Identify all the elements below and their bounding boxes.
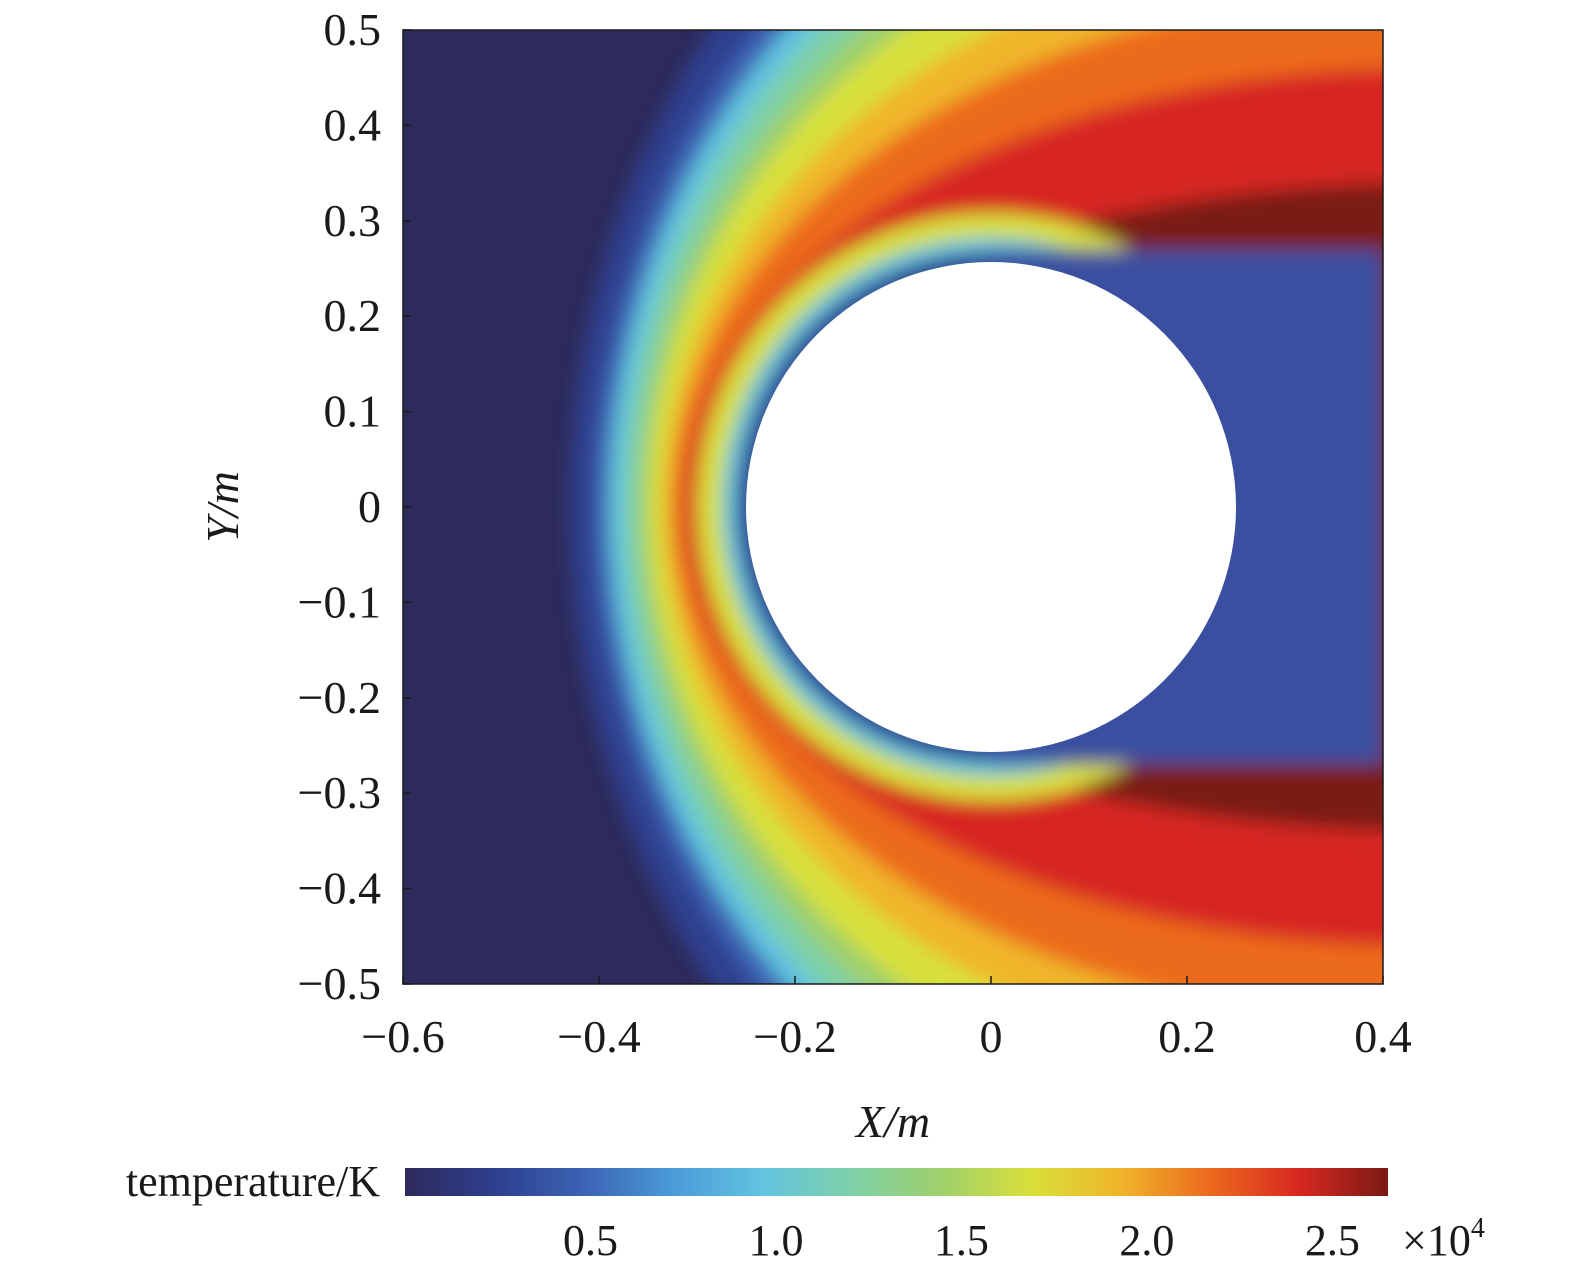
y-tick-label: 0.3 — [324, 195, 382, 246]
y-axis: 0.5 0.4 0.3 0.2 0.1 0 −0.1 −0.2 −0.3 −0.4 −0.5 — [298, 4, 411, 1009]
y-tick-label: −0.3 — [298, 767, 381, 818]
plot-area — [403, 30, 1383, 984]
y-tick-label: −0.1 — [298, 576, 381, 627]
colorbar-tick-label: 1.0 — [748, 1216, 803, 1265]
colorbar-multiplier-exponent: 4 — [1471, 1213, 1485, 1244]
circular-body — [746, 262, 1236, 752]
y-tick-label: 0.1 — [324, 386, 382, 437]
x-tick-label: 0.4 — [1354, 1011, 1412, 1062]
colorbar-label: temperature/K — [126, 1157, 380, 1206]
colorbar-tick-label: 1.5 — [934, 1216, 989, 1265]
colorbar: temperature/K 0.5 1.0 1.5 2.0 2.5 ×104 — [126, 1157, 1485, 1265]
x-tick-label: 0 — [980, 1011, 1003, 1062]
x-tick-label: −0.2 — [753, 1011, 836, 1062]
y-tick-label: 0 — [358, 481, 381, 532]
colorbar-gradient — [405, 1168, 1388, 1196]
y-tick-label: 0.5 — [324, 4, 382, 55]
y-tick-label: −0.5 — [298, 958, 381, 1009]
x-tick-label: 0.2 — [1158, 1011, 1216, 1062]
y-tick-label: −0.4 — [298, 863, 381, 914]
colorbar-tick-label: 0.5 — [563, 1216, 618, 1265]
y-tick-label: −0.2 — [298, 672, 381, 723]
x-axis-label: X/m — [854, 1096, 930, 1147]
colorbar-tick-label: 2.5 — [1305, 1216, 1360, 1265]
colorbar-multiplier: ×104 — [1402, 1213, 1485, 1265]
x-tick-label: −0.4 — [557, 1011, 640, 1062]
x-axis: −0.6 −0.4 −0.2 0 0.2 0.4 — [361, 976, 1412, 1062]
colorbar-tick-label: 2.0 — [1119, 1216, 1174, 1265]
y-tick-label: 0.2 — [324, 290, 382, 341]
colorbar-ticks: 0.5 1.0 1.5 2.0 2.5 — [563, 1216, 1360, 1265]
y-tick-label: 0.4 — [324, 99, 382, 150]
y-axis-label: Y/m — [197, 471, 248, 543]
x-tick-label: −0.6 — [361, 1011, 444, 1062]
